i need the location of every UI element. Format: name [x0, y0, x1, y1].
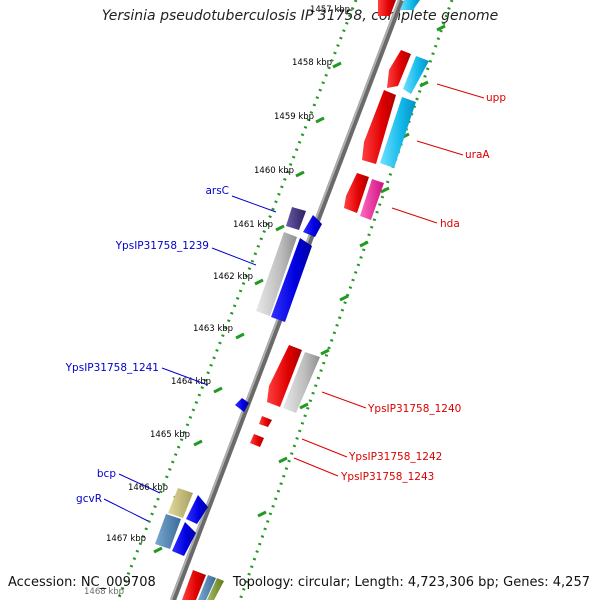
gene-label-arsC[interactable]: arsC	[205, 185, 229, 197]
gene-1242-red[interactable]	[259, 416, 272, 427]
gene-1239-blue[interactable]	[271, 238, 312, 322]
gene-lower-red[interactable]	[182, 570, 206, 600]
tick-label-1459: 1459 kbp	[274, 112, 314, 122]
gene-upp-cyan[interactable]	[403, 56, 429, 94]
gene-hda-red[interactable]	[344, 173, 369, 213]
gene-label-hda[interactable]: hda	[440, 218, 460, 230]
gene-gcvR-blue[interactable]	[172, 522, 196, 556]
tick-label-1460: 1460 kbp	[254, 166, 294, 176]
gene-upp-red[interactable]	[387, 50, 411, 88]
tick-label-1457: 1457 kbp	[310, 5, 350, 15]
gene-label-1239[interactable]: YpsIP31758_1239	[115, 240, 209, 252]
leader-lines-forward	[293, 83, 485, 477]
gene-label-uraA[interactable]: uraA	[465, 149, 490, 161]
gene-bcp-blue[interactable]	[186, 495, 208, 524]
tick-label-1458: 1458 kbp	[292, 58, 332, 68]
gene-label-1242[interactable]: YpsIP31758_1242	[348, 451, 442, 463]
accession-label: Accession: NC_009708	[8, 575, 156, 590]
tick-label-1467: 1467 kbp	[106, 534, 146, 544]
gene-1243-red[interactable]	[250, 434, 264, 447]
gene-1240-red[interactable]	[267, 345, 302, 407]
gene-upper-cyan-partial[interactable]	[400, 0, 420, 10]
gene-arsC-purple[interactable]	[286, 207, 306, 230]
gene-arsC-blue[interactable]	[303, 215, 322, 237]
tick-label-1463: 1463 kbp	[193, 324, 233, 334]
gene-hda-magenta[interactable]	[360, 179, 384, 220]
tick-label-1461: 1461 kbp	[233, 220, 273, 230]
gene-label-1241[interactable]: YpsIP31758_1241	[65, 362, 159, 374]
gene-lower-steel[interactable]	[198, 575, 216, 600]
leader-lines-reverse	[103, 195, 277, 522]
gene-label-upp[interactable]: upp	[486, 92, 506, 104]
tick-label-1468: 1468 kbp	[84, 587, 124, 597]
gene-1240-gray[interactable]	[283, 352, 320, 413]
gene-1239-gray[interactable]	[256, 232, 297, 316]
genome-summary: Topology: circular; Length: 4,723,306 bp…	[232, 575, 590, 590]
gene-label-gcvR[interactable]: gcvR	[76, 493, 102, 505]
tick-label-1465: 1465 kbp	[150, 430, 190, 440]
gene-label-1243[interactable]: YpsIP31758_1243	[340, 471, 434, 483]
gene-lower-olive[interactable]	[207, 578, 224, 600]
gene-bcp-khaki[interactable]	[168, 488, 193, 518]
gene-label-1240[interactable]: YpsIP31758_1240	[367, 403, 461, 415]
gene-label-bcp[interactable]: bcp	[97, 468, 116, 480]
tick-label-1462: 1462 kbp	[213, 272, 253, 282]
gene-gcvR-steel[interactable]	[155, 514, 181, 549]
gene-upper-red-partial[interactable]	[378, 0, 396, 16]
gene-1241-blue[interactable]	[235, 398, 249, 412]
outer-dotted-arc-left	[116, 0, 358, 600]
gene-uraA-cyan[interactable]	[380, 97, 416, 168]
tick-label-1464: 1464 kbp	[171, 377, 211, 387]
gene-uraA-red[interactable]	[362, 90, 396, 164]
